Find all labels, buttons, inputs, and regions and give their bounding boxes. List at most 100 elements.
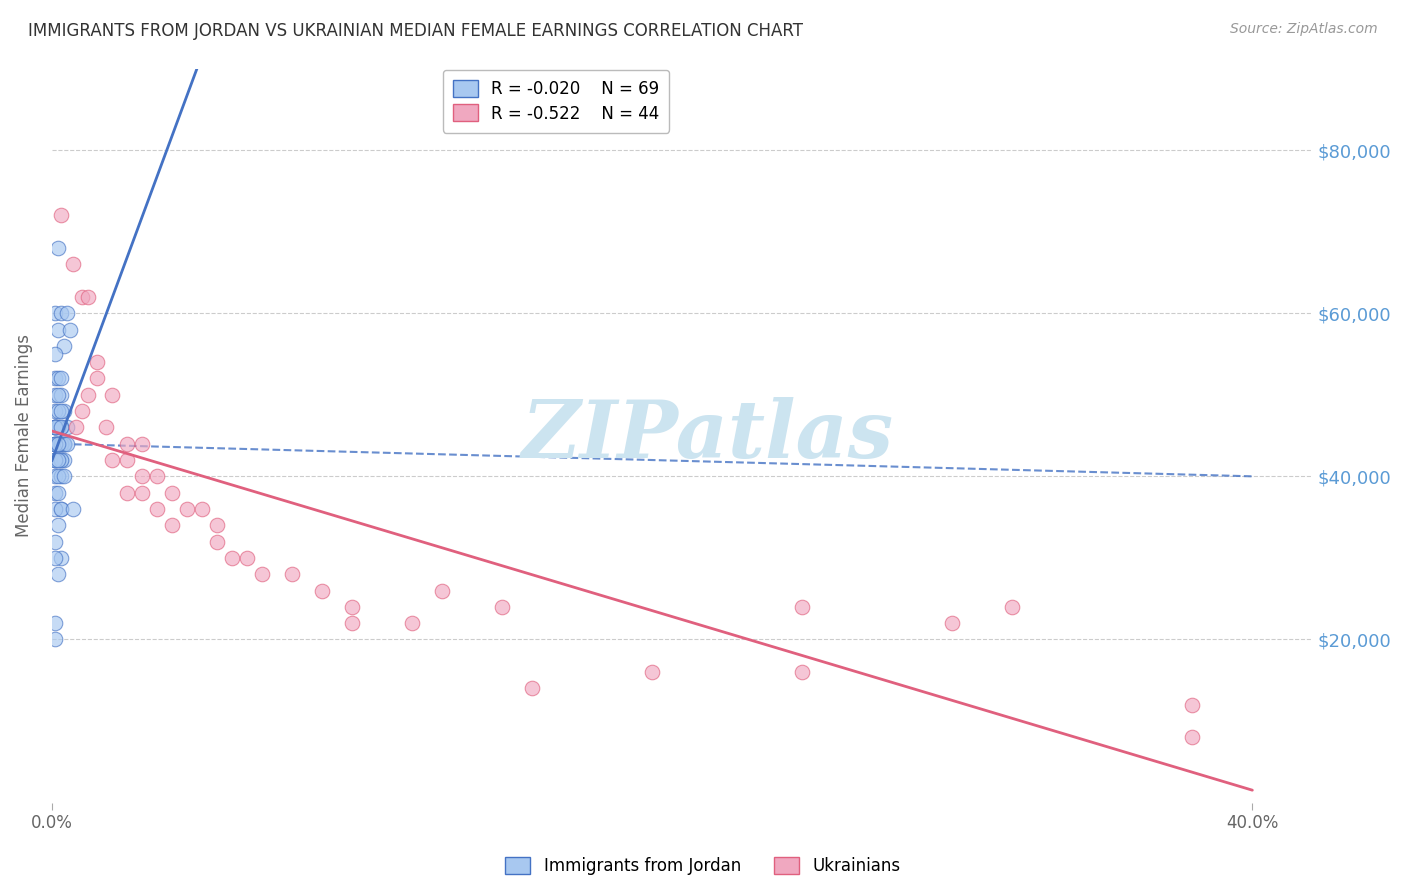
Point xyxy=(46,420,69,434)
Point xyxy=(250,567,273,582)
Point xyxy=(281,567,304,582)
Point xyxy=(70,404,93,418)
Point xyxy=(160,485,183,500)
Point xyxy=(52,469,75,483)
Point xyxy=(65,420,87,434)
Point xyxy=(44,436,66,450)
Point xyxy=(59,322,82,336)
Legend: Immigrants from Jordan, Ukrainians: Immigrants from Jordan, Ukrainians xyxy=(496,849,910,884)
Point xyxy=(86,355,108,369)
Point xyxy=(44,632,66,647)
Text: ZIPatlas: ZIPatlas xyxy=(522,397,893,475)
Point xyxy=(44,469,66,483)
Point xyxy=(1181,731,1204,745)
Point xyxy=(176,502,198,516)
Point xyxy=(236,550,259,565)
Point xyxy=(44,453,66,467)
Point xyxy=(115,453,138,467)
Point xyxy=(46,436,69,450)
Point xyxy=(46,241,69,255)
Point xyxy=(44,502,66,516)
Point xyxy=(76,388,98,402)
Point xyxy=(44,420,66,434)
Point xyxy=(44,347,66,361)
Point xyxy=(44,388,66,402)
Point xyxy=(131,436,153,450)
Point xyxy=(131,485,153,500)
Point xyxy=(44,420,66,434)
Point xyxy=(44,404,66,418)
Point xyxy=(792,665,814,679)
Point xyxy=(49,306,72,320)
Point xyxy=(1001,599,1024,614)
Point xyxy=(70,290,93,304)
Point xyxy=(115,485,138,500)
Point xyxy=(430,583,453,598)
Point xyxy=(94,420,117,434)
Point xyxy=(86,371,108,385)
Point xyxy=(44,420,66,434)
Point xyxy=(44,550,66,565)
Point xyxy=(49,453,72,467)
Text: Source: ZipAtlas.com: Source: ZipAtlas.com xyxy=(1230,22,1378,37)
Point xyxy=(49,404,72,418)
Point xyxy=(52,339,75,353)
Point xyxy=(52,436,75,450)
Point xyxy=(311,583,333,598)
Point xyxy=(44,306,66,320)
Point xyxy=(46,404,69,418)
Point xyxy=(491,599,513,614)
Point xyxy=(44,436,66,450)
Point xyxy=(101,453,124,467)
Point xyxy=(101,388,124,402)
Point xyxy=(340,599,363,614)
Point xyxy=(131,469,153,483)
Point xyxy=(49,550,72,565)
Point xyxy=(115,436,138,450)
Point xyxy=(46,453,69,467)
Point xyxy=(76,290,98,304)
Point xyxy=(205,534,228,549)
Point xyxy=(44,485,66,500)
Point xyxy=(49,502,72,516)
Point xyxy=(46,485,69,500)
Point xyxy=(44,453,66,467)
Point xyxy=(55,306,77,320)
Point xyxy=(49,420,72,434)
Point xyxy=(55,436,77,450)
Point xyxy=(49,420,72,434)
Point xyxy=(401,616,423,631)
Point xyxy=(44,534,66,549)
Point xyxy=(49,453,72,467)
Point xyxy=(49,502,72,516)
Point xyxy=(46,518,69,533)
Point xyxy=(1181,698,1204,712)
Point xyxy=(191,502,214,516)
Point xyxy=(221,550,243,565)
Point xyxy=(46,436,69,450)
Point xyxy=(52,436,75,450)
Point xyxy=(49,436,72,450)
Point xyxy=(46,436,69,450)
Point xyxy=(160,518,183,533)
Point xyxy=(49,388,72,402)
Point xyxy=(46,469,69,483)
Point xyxy=(46,322,69,336)
Point xyxy=(146,502,169,516)
Point xyxy=(46,567,69,582)
Point xyxy=(49,371,72,385)
Point xyxy=(340,616,363,631)
Point xyxy=(46,436,69,450)
Point xyxy=(52,436,75,450)
Point xyxy=(46,453,69,467)
Point xyxy=(62,502,84,516)
Point xyxy=(49,436,72,450)
Point xyxy=(792,599,814,614)
Point xyxy=(205,518,228,533)
Text: IMMIGRANTS FROM JORDAN VS UKRAINIAN MEDIAN FEMALE EARNINGS CORRELATION CHART: IMMIGRANTS FROM JORDAN VS UKRAINIAN MEDI… xyxy=(28,22,803,40)
Y-axis label: Median Female Earnings: Median Female Earnings xyxy=(15,334,32,537)
Point xyxy=(146,469,169,483)
Point xyxy=(44,420,66,434)
Legend: R = -0.020    N = 69, R = -0.522    N = 44: R = -0.020 N = 69, R = -0.522 N = 44 xyxy=(443,70,669,133)
Point xyxy=(44,371,66,385)
